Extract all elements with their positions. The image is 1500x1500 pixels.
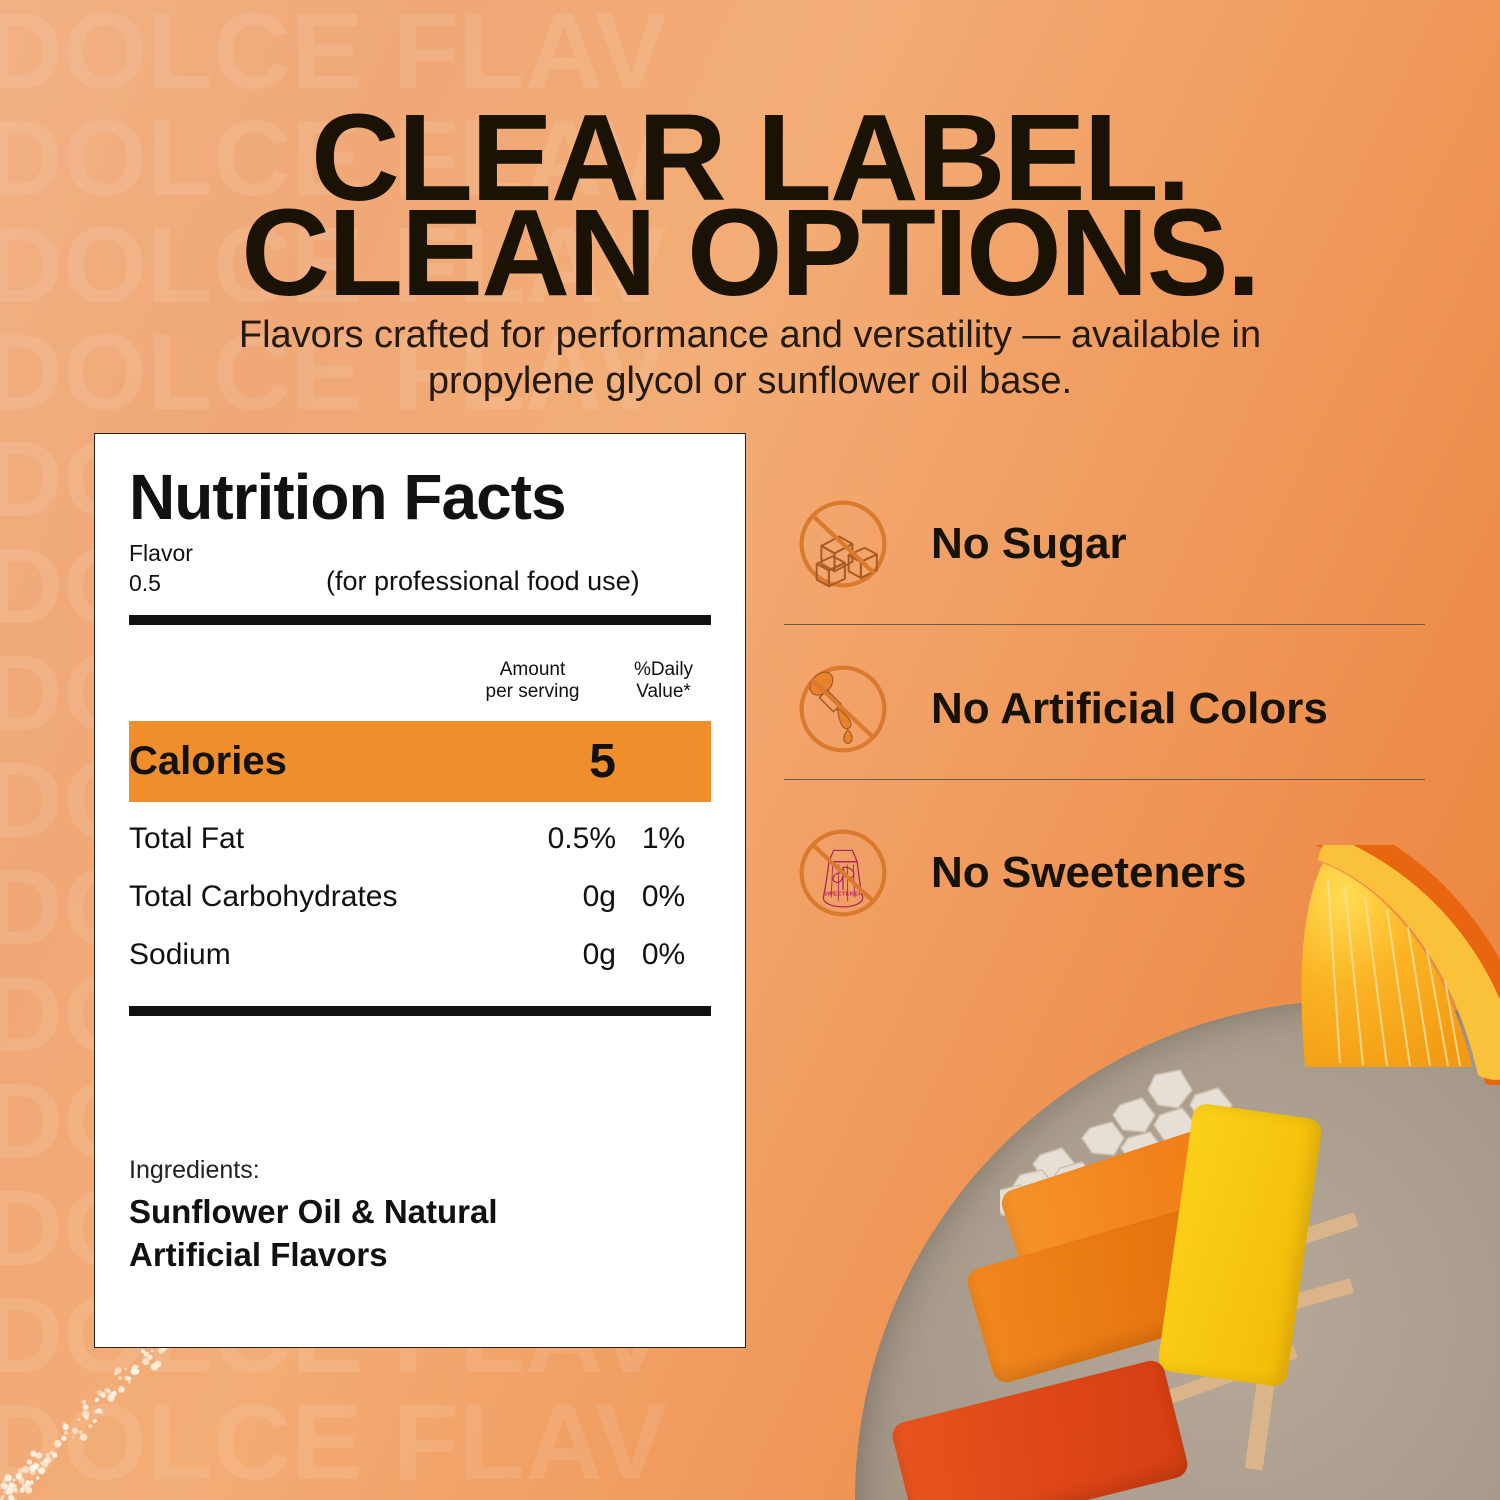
- svg-text:SWEETENER: SWEETENER: [823, 892, 863, 898]
